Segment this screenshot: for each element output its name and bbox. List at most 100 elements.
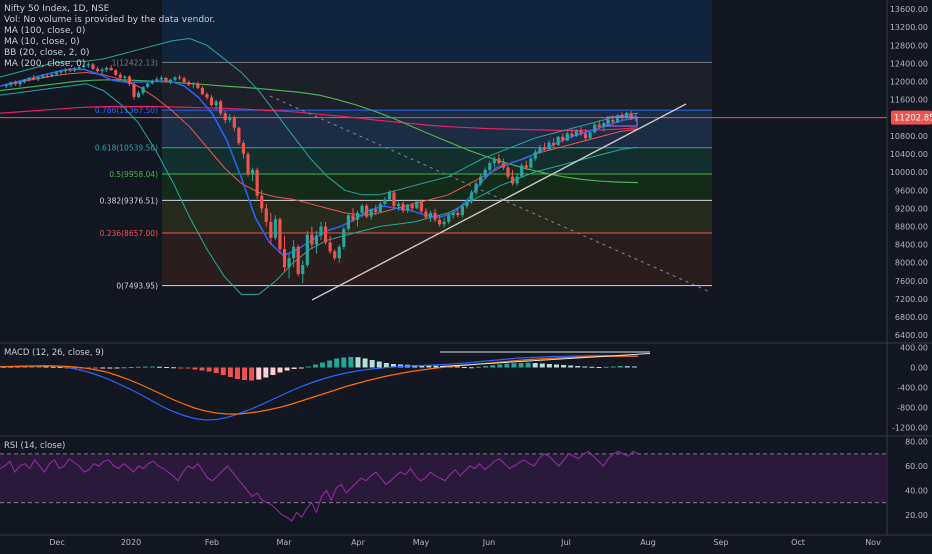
- candle-body: [488, 163, 492, 170]
- ma10-legend[interactable]: MA (10, close, 0): [4, 37, 80, 47]
- fibonacci-retracement[interactable]: 1(12422.13)0.786(11367.50)0.618(10539.56…: [95, 0, 712, 291]
- ma200-legend[interactable]: MA (200, close, 0): [4, 59, 85, 69]
- macd-histogram-bar: [57, 367, 63, 368]
- macd-histogram-bar: [553, 364, 559, 368]
- fib-zone: [162, 147, 712, 175]
- candle-body: [191, 83, 195, 85]
- bollinger-lower-band: [0, 83, 639, 295]
- bb-legend[interactable]: BB (20, close, 2, 0): [4, 48, 89, 58]
- candle-body: [305, 234, 309, 265]
- price-axis-label: 13600.00: [890, 5, 928, 14]
- macd-divergence-line[interactable]: [439, 353, 651, 367]
- candle-body: [374, 209, 378, 212]
- candle-body: [337, 246, 341, 259]
- price-axis-label: 9600.00: [895, 186, 928, 195]
- candle-body: [114, 70, 118, 75]
- candle-body: [497, 158, 501, 164]
- price-axis-label: 6400.00: [895, 331, 928, 340]
- trendlines[interactable]: [269, 95, 711, 301]
- candle-body: [127, 76, 132, 84]
- macd-histogram-bar: [355, 357, 361, 368]
- macd-pane: MACD (12, 26, close, 9): [0, 348, 651, 421]
- candle-body: [91, 64, 95, 69]
- rsi-pane: RSI (14, close): [0, 441, 887, 522]
- candle-body: [237, 127, 241, 144]
- fib-level-label: 0.5(9958.04): [109, 170, 158, 179]
- macd-histogram-bar: [157, 366, 162, 368]
- candle-body: [105, 67, 109, 70]
- candle-body: [118, 74, 122, 78]
- macd-legend[interactable]: MACD (12, 26, close, 9): [4, 348, 104, 358]
- time-axis-label: Jun: [482, 538, 496, 547]
- descending-dashed-trendline[interactable]: [269, 95, 711, 293]
- candle-body: [4, 85, 8, 87]
- candle-body: [442, 221, 446, 225]
- macd-histogram-bar: [539, 363, 545, 368]
- macd-histogram-bar: [603, 366, 609, 368]
- macd-histogram-bar: [15, 366, 21, 368]
- macd-histogram-bar: [171, 367, 177, 369]
- rsi-axis-label: 40.00: [905, 486, 928, 495]
- candle-body: [32, 77, 36, 80]
- candle-body: [460, 206, 464, 216]
- macd-histogram-bar: [426, 365, 432, 368]
- candle-body: [593, 124, 597, 133]
- time-axis-label: 2020: [121, 538, 141, 547]
- macd-histogram-bar: [589, 366, 595, 368]
- macd-histogram-bar: [128, 367, 134, 368]
- price-axis-label: 8400.00: [895, 241, 928, 250]
- candle-body: [41, 75, 45, 78]
- candle-body: [360, 205, 364, 213]
- macd-histogram-bar: [390, 364, 396, 368]
- macd-histogram-bar: [249, 367, 255, 381]
- candle-body: [570, 133, 574, 136]
- price-axis-label: 12800.00: [890, 41, 928, 50]
- macd-histogram-bar: [504, 363, 510, 368]
- macd-histogram-bar: [334, 358, 340, 368]
- candle-body: [346, 215, 350, 229]
- macd-histogram-bar: [610, 366, 616, 368]
- time-axis-label: Mar: [276, 538, 292, 547]
- candle-body: [387, 192, 392, 200]
- candle-body: [392, 192, 396, 207]
- candle-body: [611, 120, 615, 123]
- candle-body: [200, 87, 205, 95]
- macd-histogram-bar: [369, 360, 375, 368]
- candle-body: [410, 204, 414, 209]
- candle-body: [296, 246, 300, 275]
- volume-legend[interactable]: Vol: No volume is provided by the data v…: [4, 15, 215, 25]
- fib-level-label: 0.618(10539.56): [95, 144, 158, 153]
- candle-body: [561, 136, 565, 141]
- rectangle-drawing[interactable]: [606, 116, 638, 127]
- ma100-legend[interactable]: MA (100, close, 0): [4, 26, 85, 36]
- candle-body: [451, 212, 455, 216]
- candle-body: [552, 142, 556, 145]
- candle-body: [529, 158, 533, 168]
- macd-histogram-bar: [483, 366, 489, 368]
- ascending-trendline[interactable]: [311, 103, 687, 301]
- candle-body: [95, 68, 100, 72]
- candle-body: [319, 226, 323, 236]
- candle-body: [602, 123, 606, 127]
- macd-histogram-bar: [490, 365, 496, 368]
- macd-line: [0, 354, 639, 421]
- candle-body: [419, 201, 423, 212]
- candle-body: [264, 208, 268, 222]
- candle-body: [255, 169, 259, 196]
- candle-body: [159, 77, 163, 80]
- time-axis-label: Dec: [49, 538, 64, 547]
- candle-body: [182, 78, 186, 82]
- candle-body: [232, 117, 236, 128]
- macd-histogram-bar: [22, 366, 28, 368]
- candle-body: [314, 235, 319, 245]
- candle-body: [54, 72, 59, 75]
- candle-body: [542, 147, 547, 150]
- symbol-title[interactable]: Nifty 50 Index, 1D, NSE: [4, 4, 110, 14]
- macd-histogram-bar: [36, 366, 42, 368]
- rsi-legend[interactable]: RSI (14, close): [4, 441, 65, 451]
- candle-body: [77, 67, 81, 69]
- indicator-lines: [0, 37, 639, 295]
- candle-body: [323, 226, 328, 243]
